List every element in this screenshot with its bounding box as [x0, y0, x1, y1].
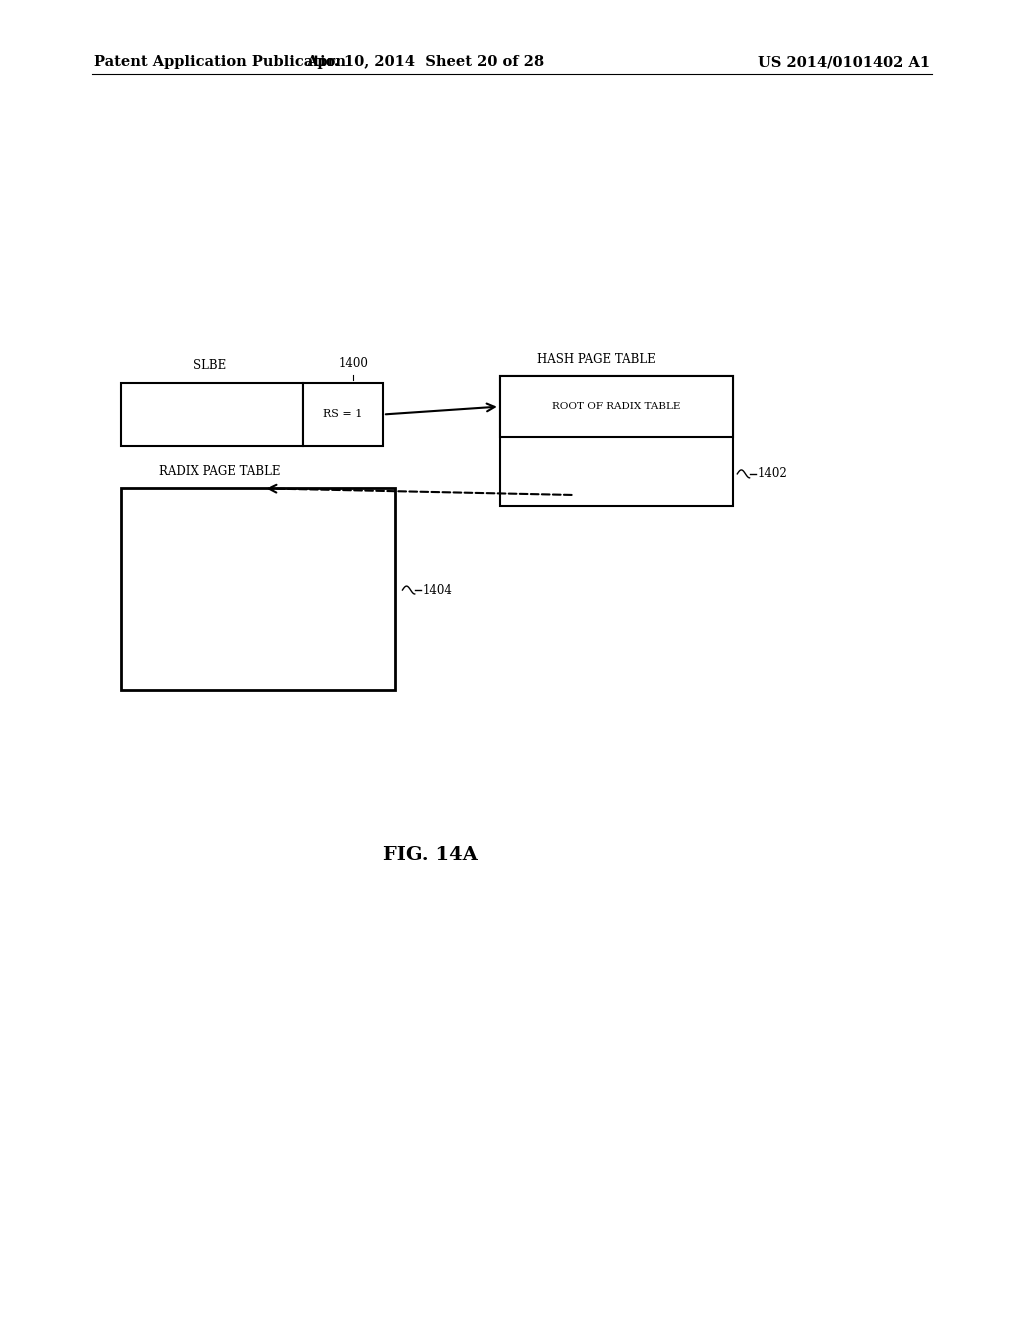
- Text: ROOT OF RADIX TABLE: ROOT OF RADIX TABLE: [552, 403, 681, 411]
- Text: 1402: 1402: [758, 467, 787, 480]
- Bar: [121, 383, 303, 446]
- Bar: [500, 376, 733, 437]
- Text: RS = 1: RS = 1: [324, 409, 362, 420]
- Text: US 2014/0101402 A1: US 2014/0101402 A1: [758, 55, 930, 70]
- Text: FIG. 14A: FIG. 14A: [383, 846, 477, 865]
- Text: SLBE: SLBE: [194, 359, 226, 372]
- Bar: [121, 488, 395, 690]
- Text: RADIX PAGE TABLE: RADIX PAGE TABLE: [160, 465, 281, 478]
- Text: 1400: 1400: [338, 356, 369, 370]
- Bar: [500, 376, 733, 506]
- Text: HASH PAGE TABLE: HASH PAGE TABLE: [537, 352, 655, 366]
- Bar: [303, 383, 383, 446]
- Text: Patent Application Publication: Patent Application Publication: [94, 55, 346, 70]
- Text: 1404: 1404: [423, 583, 453, 597]
- Text: Apr. 10, 2014  Sheet 20 of 28: Apr. 10, 2014 Sheet 20 of 28: [306, 55, 544, 70]
